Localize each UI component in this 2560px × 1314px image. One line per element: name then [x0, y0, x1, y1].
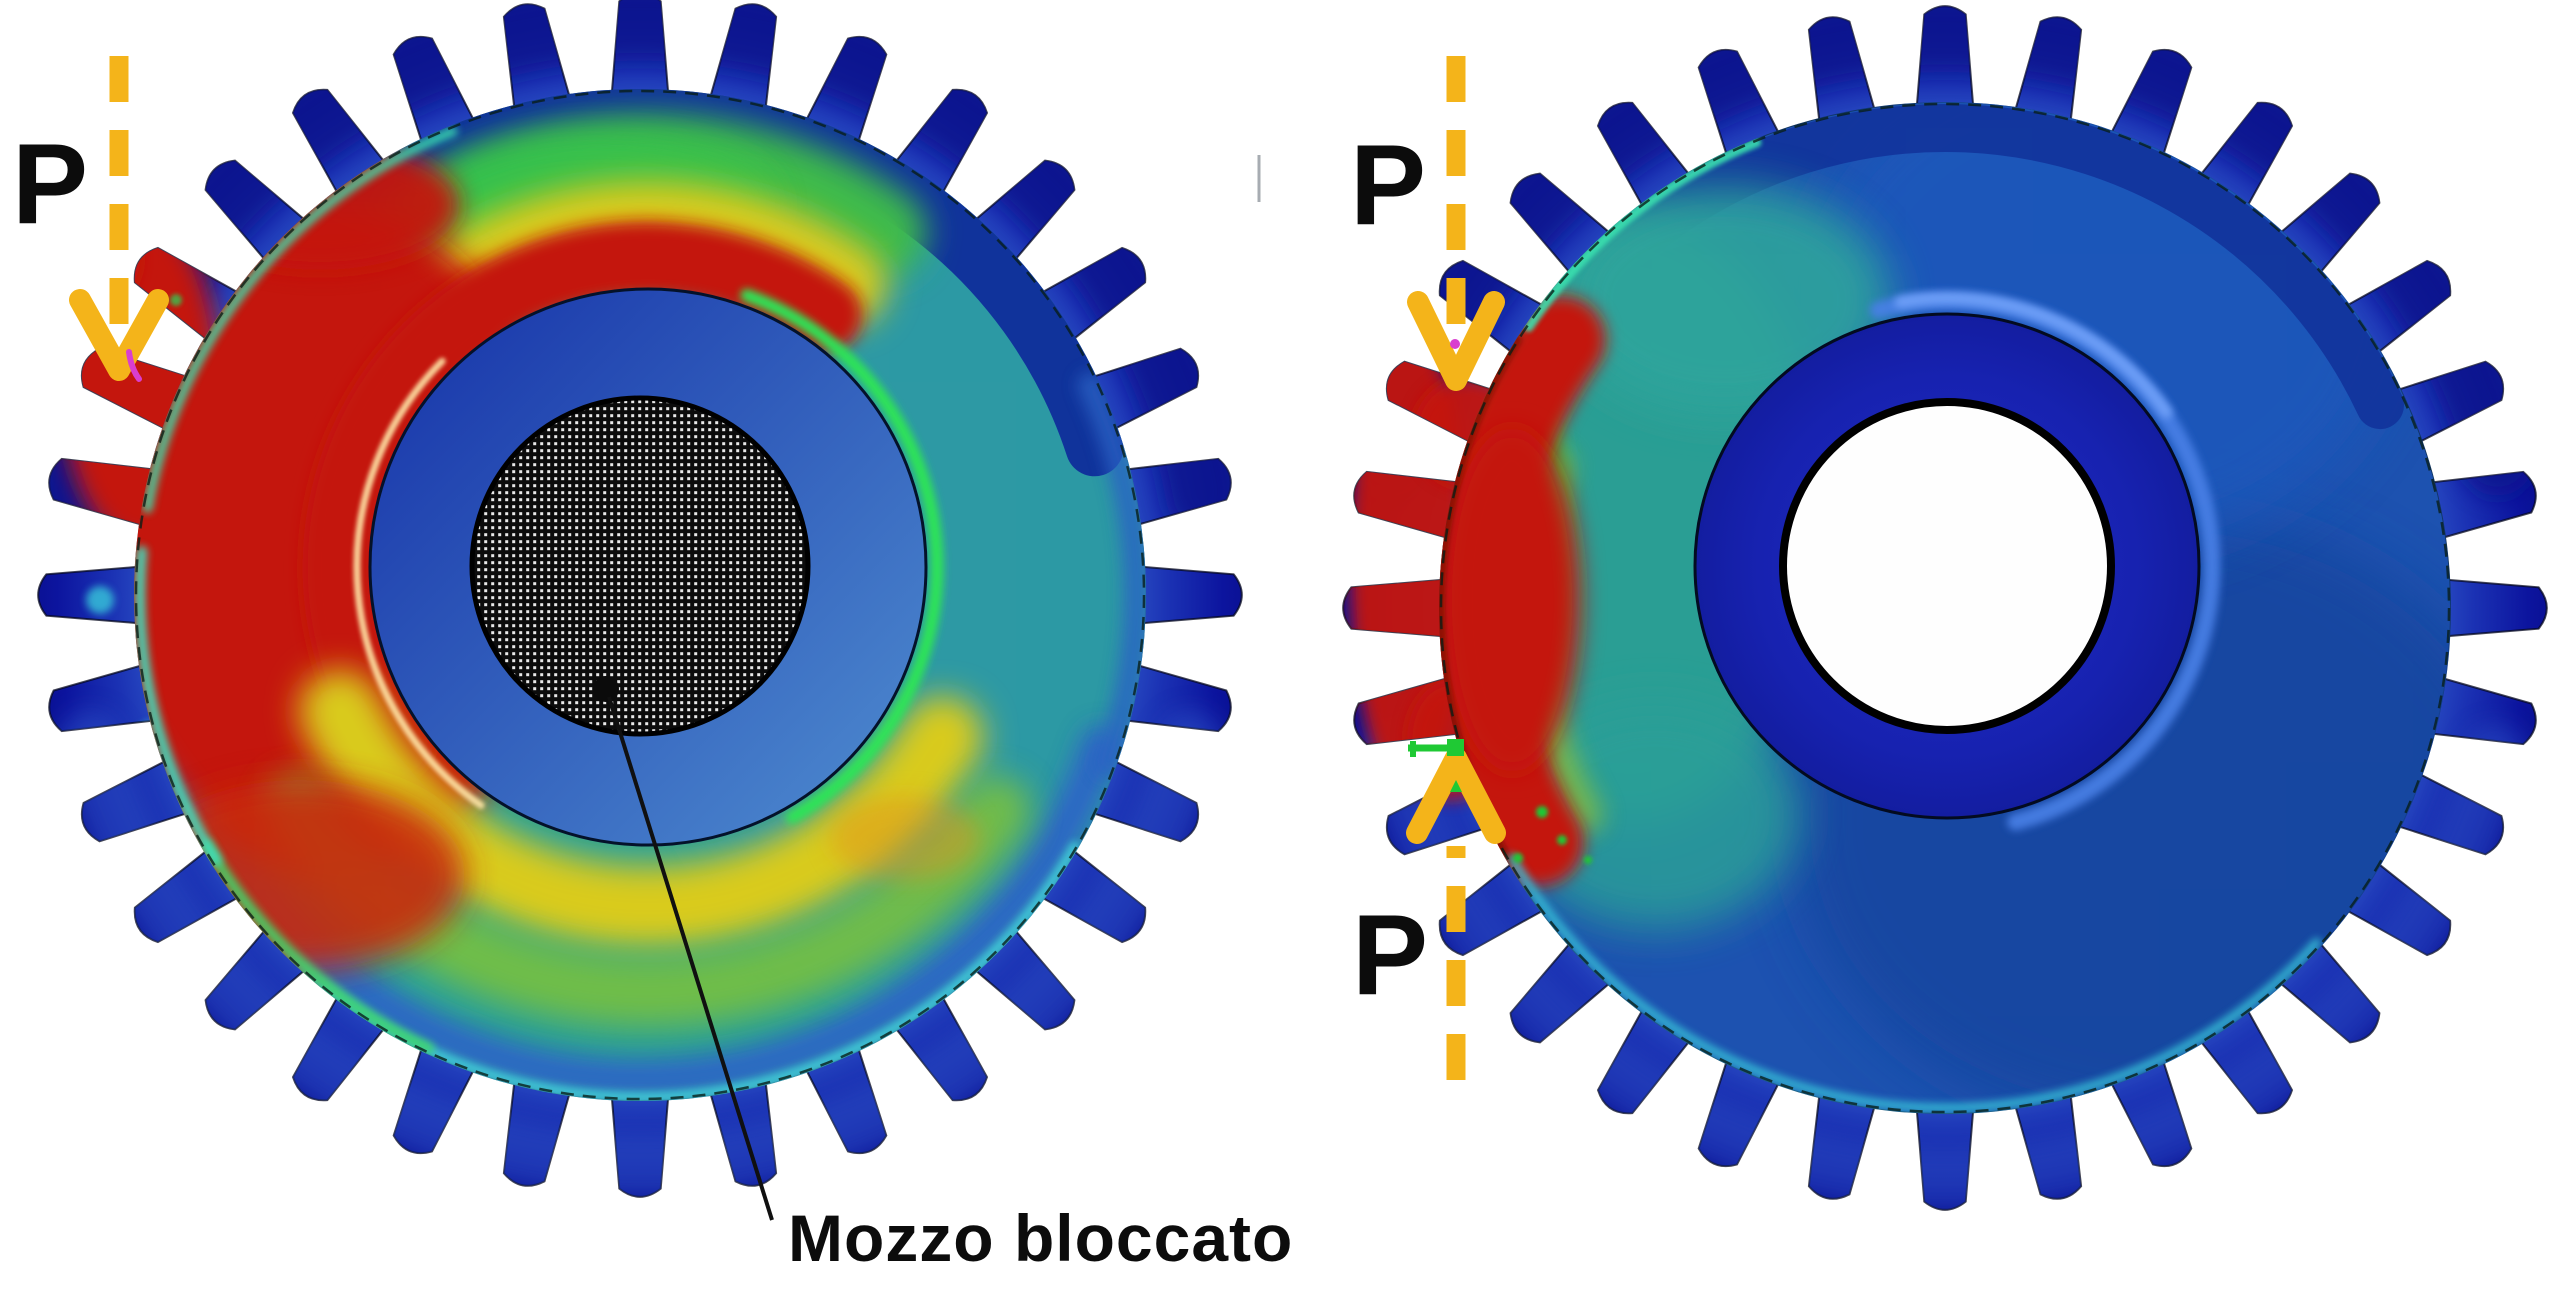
stress-contour-region: [740, 288, 944, 824]
stress-contour-region: [1510, 700, 1800, 930]
stress-contour-region: [201, 839, 435, 1054]
callout-leader-line: [607, 696, 774, 1221]
stress-contour-region: [1584, 856, 1592, 864]
load-arrow-left-head: [69, 289, 169, 381]
stress-contour-region: [302, 221, 863, 782]
contact-tick-left: [126, 349, 142, 382]
stress-contour-region: [1077, 372, 1146, 778]
stress-contour-region: [1383, 661, 1409, 687]
stress-contour-region: [1376, 434, 1404, 462]
bore-hole-right: [1779, 398, 2115, 734]
callout-label: Mozzo bloccato: [788, 1201, 1293, 1275]
stress-contour-region: [353, 357, 485, 809]
load-arrow-right-bottom-head: [1406, 747, 1506, 844]
stress-contour-region: [86, 586, 114, 614]
stress-contour-region: [1536, 806, 1548, 818]
support-marker-arrowlet: [1450, 780, 1462, 792]
stress-contour-region: [134, 545, 222, 866]
root-circle-left: [134, 89, 1146, 1101]
callout-anchor-dot: [593, 676, 619, 702]
support-marker-node: [1447, 739, 1464, 756]
stress-contour-region: [1444, 428, 1580, 772]
stress-contour-region: [1367, 549, 1393, 575]
load-label-right-bottom: P: [1352, 892, 1428, 1019]
stress-contour-region: [1524, 138, 1762, 332]
support-marker-tick: [1410, 741, 1416, 757]
root-circle-right: [1439, 102, 2451, 1114]
load-label-right-top: P: [1350, 122, 1426, 249]
stress-contour-region: [1513, 853, 1523, 863]
load-arrow-right-top-head: [1407, 291, 1505, 391]
locked-hub-hatched: [469, 395, 811, 737]
stress-contour-region: [1557, 835, 1567, 845]
contact-tick-right-top: [1450, 339, 1460, 349]
support-marker-green: [1408, 739, 1464, 792]
stress-contour-region: [830, 796, 980, 880]
load-label-left: P: [12, 121, 88, 248]
stress-contour-region: [170, 294, 182, 306]
stress-contour-region: [1507, 853, 2322, 1113]
stress-contour-region: [142, 126, 458, 514]
stress-contour-region: [1894, 292, 2173, 419]
